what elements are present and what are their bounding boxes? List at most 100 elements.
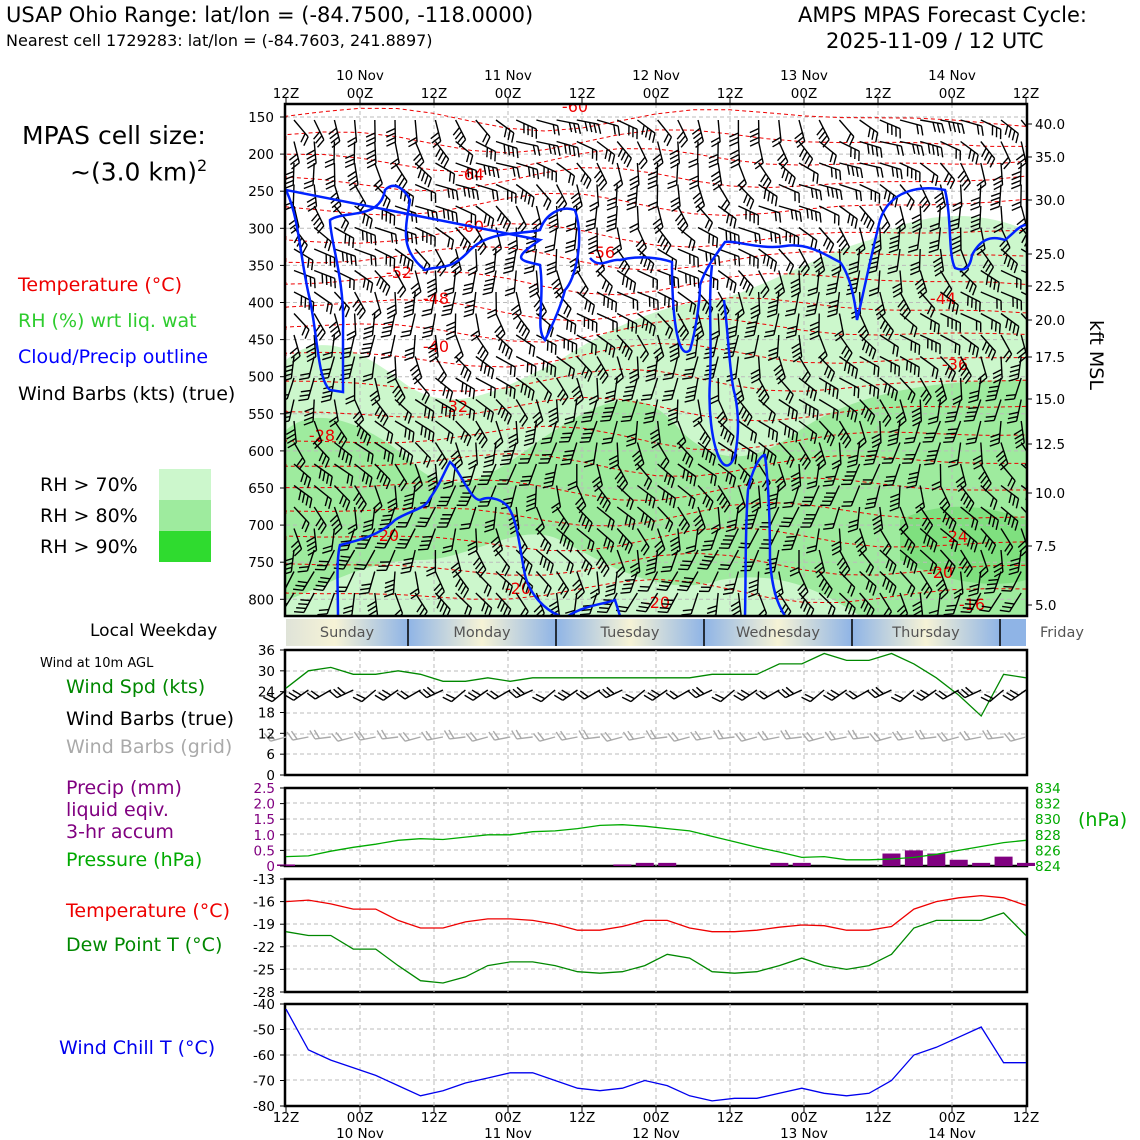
- barb-feather: [1030, 523, 1039, 532]
- barb-feather: [381, 209, 384, 220]
- barb-feather: [867, 143, 870, 154]
- barb-feather: [595, 322, 598, 333]
- barb-staff: [859, 162, 882, 169]
- barb-feather: [954, 343, 957, 354]
- barb-feather: [603, 411, 614, 414]
- barb-feather: [537, 145, 541, 156]
- barb-feather: [612, 347, 616, 358]
- barb-feather: [347, 141, 357, 148]
- barb-staff: [856, 248, 861, 271]
- barb-staff: [434, 571, 445, 592]
- barb-staff: [1000, 334, 1013, 355]
- barb-feather: [584, 121, 589, 132]
- barb-feather: [452, 265, 461, 273]
- barb-feather: [972, 345, 976, 356]
- barb-feather: [656, 279, 659, 290]
- barb-feather: [726, 523, 737, 528]
- barb-staff: [818, 549, 826, 572]
- barb-feather: [286, 179, 294, 185]
- barb-staff: [588, 420, 598, 442]
- barb-staff: [738, 441, 758, 456]
- barb-feather: [813, 391, 818, 402]
- barb-feather: [546, 561, 551, 571]
- barb-feather: [348, 455, 353, 466]
- barb-feather: [581, 559, 587, 569]
- barb-feather: [850, 587, 856, 597]
- barb-feather: [873, 364, 876, 375]
- barb-staff: [818, 442, 827, 464]
- barb-feather: [1029, 475, 1038, 484]
- surface-barb-grid-14: [578, 729, 601, 740]
- wind-barb-712: [467, 528, 478, 556]
- barb-feather: [546, 200, 552, 211]
- wind-barb-16: [616, 119, 638, 140]
- wind-barb-61: [776, 141, 789, 170]
- barb-feather: [442, 605, 448, 616]
- barb-feather: [536, 613, 545, 616]
- barb-feather: [791, 430, 795, 441]
- barb-feather: [677, 278, 680, 289]
- barb-staff: [790, 528, 800, 550]
- barb-staff: [808, 736, 825, 742]
- barb-staff: [794, 291, 800, 314]
- barb-feather: [306, 347, 316, 354]
- wind-tick-5: 6: [266, 747, 275, 763]
- barb-feather: [755, 385, 764, 394]
- barb-feather: [744, 334, 755, 338]
- barb-feather: [645, 373, 656, 378]
- barb-feather: [851, 166, 855, 176]
- barb-feather: [868, 566, 875, 577]
- barb-feather: [551, 506, 561, 514]
- barb-staff: [556, 571, 570, 591]
- barb-feather: [542, 558, 548, 569]
- barb-feather: [910, 587, 916, 598]
- barb-feather: [506, 415, 512, 425]
- wind-barb-273: [576, 270, 589, 298]
- barb-feather: [806, 549, 816, 554]
- barb-feather: [411, 286, 421, 295]
- barb-feather: [300, 372, 311, 376]
- barb-feather: [931, 485, 942, 491]
- barb-feather: [790, 282, 800, 289]
- wind-barb-321: [785, 291, 800, 317]
- wind-barb-793: [604, 571, 618, 597]
- wind-barb-182: [970, 205, 982, 233]
- barb-feather: [934, 385, 944, 394]
- wind-barb-357: [764, 313, 780, 338]
- barb-staff: [977, 571, 982, 594]
- barb-feather: [546, 265, 557, 271]
- barb-feather: [632, 127, 634, 138]
- barb-staff: [798, 398, 819, 412]
- pressure-tick-11: 700: [248, 518, 274, 534]
- wind-barb-725: [718, 528, 740, 549]
- temp-tick-0: -13: [253, 872, 275, 888]
- barb-feather: [462, 475, 473, 479]
- barb-staff: [1000, 549, 1004, 572]
- wind-barb-401: [919, 334, 941, 355]
- barb-feather: [647, 201, 658, 207]
- barb-feather: [571, 196, 581, 204]
- barb-staff: [980, 162, 987, 185]
- barb-feather: [888, 244, 899, 249]
- wind-barb-205: [697, 226, 719, 248]
- barb-feather: [604, 592, 615, 597]
- chill-tick-2: -60: [253, 1048, 275, 1064]
- barb-feather: [399, 289, 407, 299]
- barb-staff: [515, 227, 519, 250]
- barb-feather: [397, 521, 408, 524]
- barb-feather: [685, 549, 696, 554]
- barb-staff: [891, 442, 901, 464]
- barb-feather: [823, 694, 833, 701]
- barb-feather: [584, 519, 590, 529]
- barb-feather: [679, 328, 687, 338]
- barb-staff: [636, 119, 656, 134]
- wind-barb-604: [519, 463, 538, 487]
- barb-feather: [847, 282, 858, 287]
- barb-feather: [484, 265, 495, 271]
- wind-barb-272: [551, 270, 564, 299]
- barb-feather: [768, 347, 779, 352]
- barb-staff: [757, 377, 770, 398]
- wind-barb-734: [919, 527, 938, 553]
- wind-barb-476: [934, 377, 948, 407]
- temp-label-10: -28: [309, 426, 335, 445]
